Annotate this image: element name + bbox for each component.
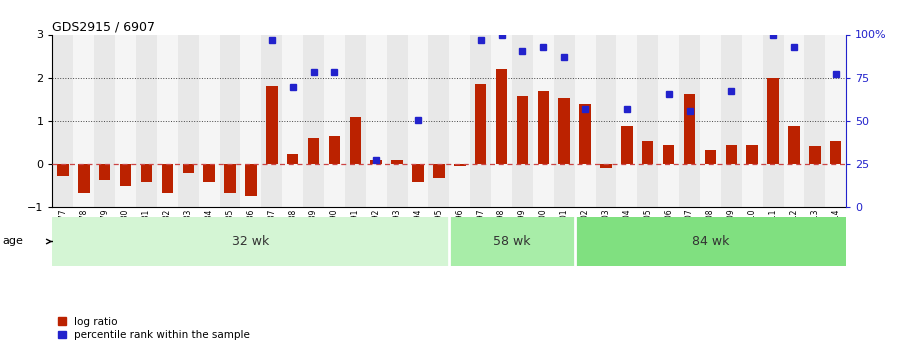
Bar bbox=[679, 34, 700, 207]
Bar bbox=[136, 34, 157, 207]
Bar bbox=[73, 34, 94, 207]
Bar bbox=[115, 34, 136, 207]
Bar bbox=[784, 34, 805, 207]
Bar bbox=[183, 164, 194, 173]
Bar bbox=[386, 34, 407, 207]
Bar bbox=[575, 34, 595, 207]
Bar bbox=[349, 117, 361, 164]
Bar bbox=[538, 91, 549, 164]
Bar bbox=[533, 34, 554, 207]
Bar bbox=[370, 160, 382, 164]
Bar bbox=[809, 146, 821, 164]
Bar bbox=[726, 145, 737, 164]
Bar bbox=[450, 34, 471, 207]
Bar bbox=[662, 145, 674, 164]
Bar bbox=[554, 34, 575, 207]
Bar bbox=[742, 34, 763, 207]
Bar bbox=[763, 34, 784, 207]
Text: 84 wk: 84 wk bbox=[691, 235, 729, 248]
Bar bbox=[245, 164, 257, 196]
Bar bbox=[262, 34, 282, 207]
Bar bbox=[141, 164, 152, 182]
Bar bbox=[345, 34, 366, 207]
Bar bbox=[224, 164, 236, 193]
Bar bbox=[449, 217, 575, 266]
Bar bbox=[220, 34, 241, 207]
Bar bbox=[57, 164, 69, 176]
Text: 32 wk: 32 wk bbox=[233, 235, 270, 248]
Bar bbox=[471, 34, 491, 207]
Bar bbox=[266, 86, 278, 164]
Bar bbox=[637, 34, 658, 207]
Bar bbox=[616, 34, 637, 207]
Bar bbox=[579, 104, 591, 164]
Bar bbox=[391, 159, 403, 164]
Bar bbox=[512, 34, 533, 207]
Bar bbox=[575, 217, 846, 266]
Bar bbox=[199, 34, 220, 207]
Bar bbox=[94, 34, 115, 207]
Bar bbox=[496, 69, 508, 164]
Legend: log ratio, percentile rank within the sample: log ratio, percentile rank within the sa… bbox=[58, 317, 251, 340]
Bar bbox=[705, 150, 716, 164]
Bar bbox=[428, 34, 450, 207]
Bar bbox=[433, 164, 444, 178]
Bar bbox=[721, 34, 742, 207]
Text: age: age bbox=[3, 237, 24, 246]
Bar bbox=[329, 136, 340, 164]
Bar bbox=[241, 34, 262, 207]
Bar bbox=[491, 34, 512, 207]
Bar bbox=[52, 217, 450, 266]
Bar bbox=[517, 96, 529, 164]
Bar bbox=[454, 164, 465, 166]
Bar bbox=[621, 126, 633, 164]
Bar bbox=[700, 34, 721, 207]
Bar bbox=[287, 155, 299, 164]
Bar bbox=[747, 145, 757, 164]
Bar bbox=[366, 34, 386, 207]
Bar bbox=[558, 98, 570, 164]
Bar bbox=[658, 34, 679, 207]
Bar bbox=[282, 34, 303, 207]
Bar bbox=[119, 164, 131, 186]
Bar bbox=[413, 164, 424, 182]
Bar bbox=[600, 164, 612, 168]
Bar bbox=[177, 34, 199, 207]
Bar bbox=[308, 138, 319, 164]
Text: 58 wk: 58 wk bbox=[493, 235, 530, 248]
Bar bbox=[99, 164, 110, 180]
Bar bbox=[204, 164, 214, 182]
Bar bbox=[324, 34, 345, 207]
Text: GDS2915 / 6907: GDS2915 / 6907 bbox=[52, 20, 156, 33]
Bar bbox=[788, 126, 800, 164]
Bar bbox=[805, 34, 825, 207]
Bar bbox=[767, 78, 779, 164]
Bar bbox=[475, 84, 486, 164]
Bar bbox=[407, 34, 428, 207]
Bar bbox=[78, 164, 90, 193]
Bar bbox=[825, 34, 846, 207]
Bar bbox=[162, 164, 173, 193]
Bar bbox=[830, 141, 842, 164]
Bar bbox=[157, 34, 177, 207]
Bar bbox=[303, 34, 324, 207]
Bar bbox=[642, 141, 653, 164]
Bar bbox=[52, 34, 73, 207]
Bar bbox=[595, 34, 616, 207]
Bar bbox=[684, 94, 695, 164]
